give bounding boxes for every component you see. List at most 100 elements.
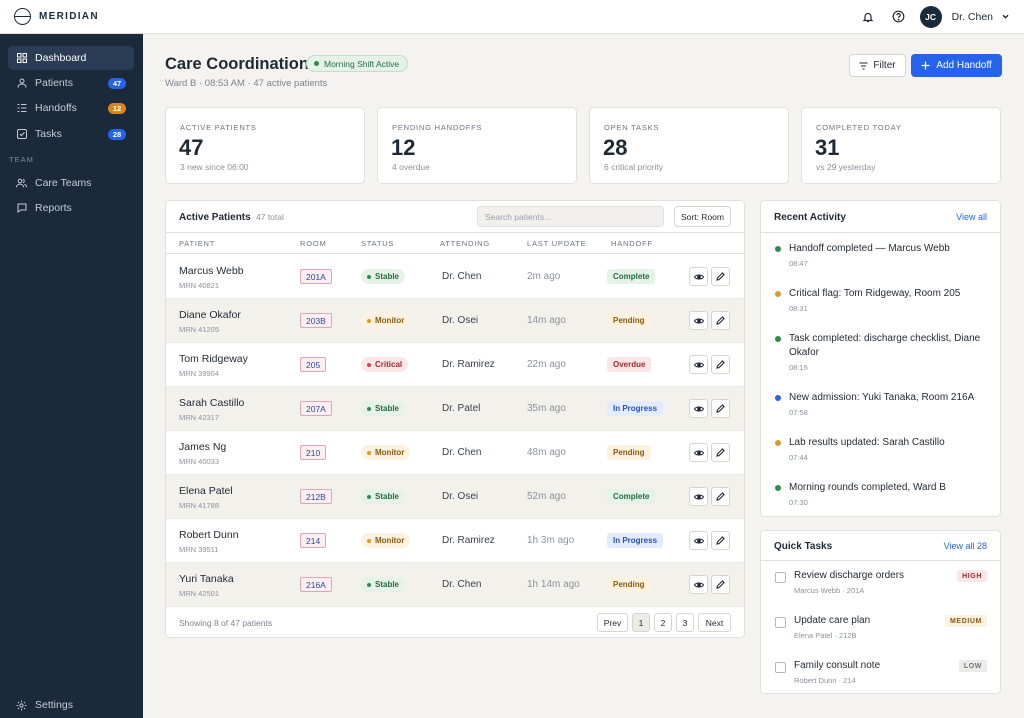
table-row[interactable]: Tom Ridgeway MRN 39904 205 Critical Dr. … (166, 343, 744, 387)
patient-name[interactable]: Yuri Tanaka (179, 573, 234, 585)
view-button[interactable] (689, 267, 708, 286)
list-item[interactable]: Review discharge orders Marcus Webb · 20… (761, 562, 1000, 607)
table-row[interactable]: Sarah Castillo MRN 42317 207A Stable Dr.… (166, 387, 744, 431)
edit-button[interactable] (711, 531, 730, 550)
patient-name[interactable]: James Ng (179, 441, 227, 453)
count-badge: 47 (108, 77, 126, 89)
last-update: 35m ago (527, 403, 566, 414)
task-meta: Marcus Webb · 201A (794, 586, 865, 595)
patient-name[interactable]: Sarah Castillo (179, 397, 245, 409)
priority-badge: MEDIUM (945, 615, 987, 627)
sidebar-item-reports[interactable]: Reports (8, 196, 134, 220)
view-button[interactable] (689, 575, 708, 594)
patient-name[interactable]: Robert Dunn (179, 529, 239, 541)
activity-time: 08:47 (789, 259, 808, 268)
last-update: 14m ago (527, 315, 566, 326)
status-badge: Monitor (361, 313, 411, 328)
sort-dropdown[interactable]: Sort: Room (674, 206, 731, 227)
app-logo[interactable]: MERIDIAN (14, 8, 99, 25)
patient-name[interactable]: Diane Okafor (179, 309, 241, 321)
help-icon[interactable] (888, 6, 910, 28)
sidebar-item-settings[interactable]: Settings (8, 693, 134, 717)
task-checkbox[interactable] (775, 662, 786, 673)
task-checkbox[interactable] (775, 617, 786, 628)
stat-subtext: 6 critical priority (604, 162, 664, 172)
sidebar-item-tasks[interactable]: Tasks 28 (8, 122, 134, 146)
patient-name[interactable]: Marcus Webb (179, 265, 244, 277)
attending-physician: Dr. Osei (442, 491, 479, 502)
stat-card-active-patients: ACTIVE PATIENTS 47 3 new since 06:00 (165, 107, 365, 184)
column-header[interactable]: LAST UPDATE (527, 239, 587, 248)
view-all-tasks-link[interactable]: View all 28 (943, 541, 987, 551)
task-checkbox[interactable] (775, 572, 786, 583)
table-row[interactable]: Elena Patel MRN 41788 212B Stable Dr. Os… (166, 475, 744, 519)
view-button[interactable] (689, 399, 708, 418)
edit-button[interactable] (711, 355, 730, 374)
table-row[interactable]: Yuri Tanaka MRN 42501 216A Stable Dr. Ch… (166, 563, 744, 607)
activity-dot (775, 246, 781, 252)
sidebar-item-label: Handoffs (35, 102, 77, 114)
patient-mrn: MRN 39511 (179, 545, 219, 554)
active-patients-card: Active Patients 47 total Search patients… (165, 200, 745, 638)
next-page-button[interactable]: Next (698, 613, 731, 632)
sidebar-item-patients[interactable]: Patients 47 (8, 71, 134, 95)
quick-tasks-card: Quick Tasks View all 28 Review discharge… (760, 530, 1001, 694)
view-button[interactable] (689, 443, 708, 462)
view-button[interactable] (689, 355, 708, 374)
view-all-link[interactable]: View all (956, 212, 987, 222)
list-item[interactable]: Family consult note Robert Dunn · 214 LO… (761, 652, 1000, 693)
view-button[interactable] (689, 487, 708, 506)
column-header[interactable]: ATTENDING (440, 239, 490, 248)
column-header[interactable]: HANDOFF (611, 239, 653, 248)
room-tag: 210 (300, 445, 327, 460)
table-row[interactable]: Diane Okafor MRN 41205 203B Monitor Dr. … (166, 299, 744, 343)
activity-time: 07:58 (789, 408, 808, 417)
status-label: Monitor (375, 316, 405, 325)
room-tag: 216A (300, 577, 332, 592)
patient-mrn: MRN 41205 (179, 325, 220, 334)
edit-button[interactable] (711, 487, 730, 506)
search-input[interactable]: Search patients... (477, 206, 664, 227)
plus-icon (921, 61, 930, 70)
filter-label: Filter (873, 60, 896, 71)
table-row[interactable]: Robert Dunn MRN 39511 214 Monitor Dr. Ra… (166, 519, 744, 563)
page-button[interactable]: 3 (676, 613, 694, 632)
status-dot (367, 450, 371, 455)
view-button[interactable] (689, 531, 708, 550)
table-row[interactable]: James Ng MRN 40033 210 Monitor Dr. Chen … (166, 431, 744, 475)
edit-button[interactable] (711, 267, 730, 286)
edit-button[interactable] (711, 575, 730, 594)
prev-page-button[interactable]: Prev (597, 613, 628, 632)
sidebar-item-care-teams[interactable]: Care Teams (8, 171, 134, 195)
add-handoff-button[interactable]: Add Handoff (911, 54, 1002, 77)
edit-button[interactable] (711, 399, 730, 418)
filter-button[interactable]: Filter (849, 54, 906, 77)
edit-button[interactable] (711, 311, 730, 330)
user-name[interactable]: Dr. Chen (951, 10, 993, 23)
user-icon (16, 78, 27, 89)
page-button[interactable]: 2 (654, 613, 672, 632)
sidebar-item-dashboard[interactable]: Dashboard (8, 46, 134, 70)
handoff-badge: Overdue (607, 357, 652, 372)
column-header[interactable]: PATIENT (179, 239, 216, 248)
chevron-down-icon[interactable] (1001, 10, 1010, 24)
pencil-icon (716, 360, 725, 369)
patient-name[interactable]: Tom Ridgeway (179, 353, 248, 365)
page-button[interactable]: 1 (632, 613, 650, 632)
activity-text: Handoff completed — Marcus Webb (789, 243, 950, 254)
main-content: Care Coordination Morning Shift Active W… (143, 34, 1024, 718)
column-header[interactable]: STATUS (361, 239, 395, 248)
activity-dot (775, 485, 781, 491)
view-button[interactable] (689, 311, 708, 330)
edit-button[interactable] (711, 443, 730, 462)
stat-label: COMPLETED TODAY (816, 123, 902, 132)
table-footer: Showing 8 of 47 patients Prev 1 2 3 Next (166, 607, 744, 637)
table-row[interactable]: Marcus Webb MRN 40821 201A Stable Dr. Ch… (166, 255, 744, 299)
list-item[interactable]: Update care plan Elena Patel · 212B MEDI… (761, 607, 1000, 652)
column-header[interactable]: ROOM (300, 239, 327, 248)
sidebar-item-handoffs[interactable]: Handoffs 12 (8, 96, 134, 120)
avatar[interactable]: JC (919, 5, 942, 28)
patient-name[interactable]: Elena Patel (179, 485, 233, 497)
bell-icon[interactable] (857, 6, 879, 28)
activity-dot (775, 440, 781, 446)
